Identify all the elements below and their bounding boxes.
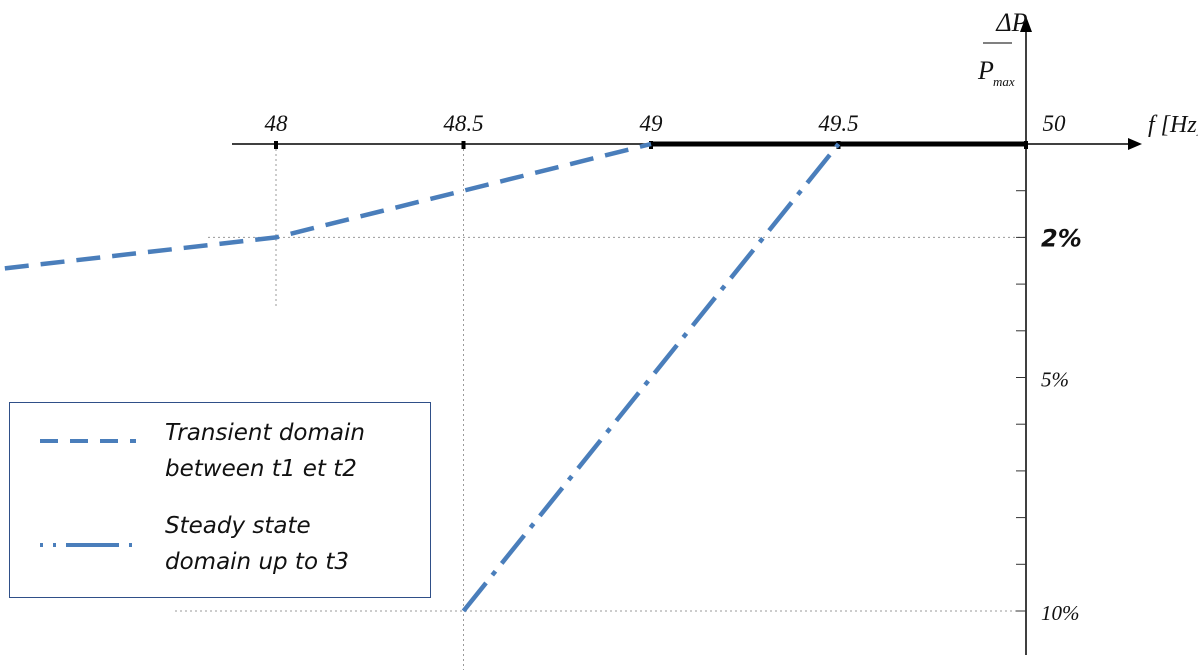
legend-label-transient: Transient domain between t1 et t2 <box>165 420 365 482</box>
y-axis-ticks: 2% 5% 10% <box>1016 190 1082 625</box>
y-axis-label-subscript: max <box>993 74 1015 89</box>
legend: Transient domain between t1 et t2 Steady… <box>9 402 431 598</box>
x-tick-label: 50 <box>1043 111 1067 136</box>
legend-swatch-dash-dot <box>40 543 136 547</box>
reference-lines <box>175 144 1026 670</box>
y-axis-label-numerator: ΔP <box>995 8 1027 37</box>
y-tick-label: 2% <box>1041 224 1082 252</box>
x-tick-label: 49.5 <box>818 111 858 136</box>
y-axis-label: ΔP P max <box>977 8 1028 89</box>
x-tick-label: 49 <box>640 111 664 136</box>
x-tick-mark <box>1024 141 1028 149</box>
y-tick-label: 10% <box>1041 601 1080 625</box>
y-axis-arrow-icon <box>1020 16 1032 32</box>
series-line-0 <box>0 141 652 272</box>
x-tick-mark <box>274 141 278 149</box>
legend-swatch-dashed <box>40 439 136 443</box>
x-axis-label: f [Hz] <box>1148 112 1198 138</box>
series-lines <box>0 141 841 613</box>
legend-label-steady: Steady state domain up to t3 <box>165 513 349 575</box>
x-axis-arrow-icon <box>1128 138 1142 150</box>
series-line-1 <box>461 142 841 613</box>
y-tick-label: 5% <box>1041 368 1069 392</box>
x-tick-label: 48.5 <box>443 111 483 136</box>
y-axis-label-denominator: P <box>977 56 994 85</box>
x-tick-mark <box>461 141 466 149</box>
x-tick-label: 48 <box>265 111 289 136</box>
